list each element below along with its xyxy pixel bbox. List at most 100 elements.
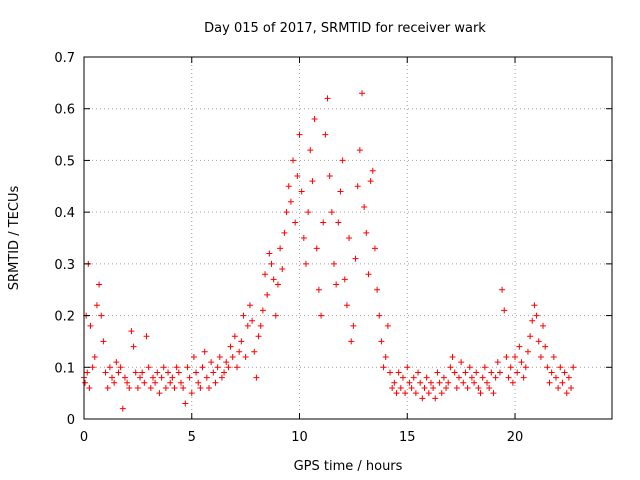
data-point: [356, 147, 363, 154]
data-point: [423, 374, 430, 381]
data-point: [274, 281, 281, 288]
data-point: [380, 364, 387, 371]
data-point: [208, 359, 215, 366]
data-point: [119, 405, 126, 412]
data-point: [436, 379, 443, 386]
data-point: [520, 374, 527, 381]
data-point: [397, 384, 404, 391]
data-point: [516, 343, 523, 350]
data-point: [531, 302, 538, 309]
data-point: [369, 167, 376, 174]
data-point: [544, 364, 551, 371]
data-point: [462, 369, 469, 376]
data-point: [84, 369, 91, 376]
plot-frame: [83, 56, 613, 420]
data-point: [507, 364, 514, 371]
data-point: [246, 302, 253, 309]
data-point: [193, 369, 200, 376]
data-point: [149, 374, 156, 381]
data-point: [330, 260, 337, 267]
data-point: [156, 390, 163, 397]
data-point: [395, 369, 402, 376]
data-point: [171, 384, 178, 391]
data-point: [361, 203, 368, 210]
data-point: [240, 312, 247, 319]
data-point: [376, 312, 383, 319]
data-point: [281, 229, 288, 236]
data-point: [455, 374, 462, 381]
data-point: [432, 395, 439, 402]
data-point: [404, 364, 411, 371]
data-point: [229, 353, 236, 360]
data-point: [378, 338, 385, 345]
data-point: [503, 353, 510, 360]
data-point: [434, 369, 441, 376]
data-point: [134, 384, 141, 391]
data-point: [365, 271, 372, 278]
data-point: [555, 384, 562, 391]
data-point: [279, 266, 286, 273]
data-point: [93, 302, 100, 309]
data-point: [350, 322, 357, 329]
data-point: [195, 379, 202, 386]
data-point: [152, 379, 159, 386]
data-point: [311, 116, 318, 123]
data-point: [109, 374, 116, 381]
data-point: [352, 255, 359, 262]
data-point: [128, 328, 135, 335]
data-point: [214, 364, 221, 371]
data-point: [333, 281, 340, 288]
data-point: [115, 369, 122, 376]
chart-title: Day 015 of 2017, SRMTID for receiver war…: [204, 21, 486, 36]
data-point: [182, 400, 189, 407]
data-point: [264, 291, 271, 298]
data-point: [300, 235, 307, 241]
data-point: [374, 286, 381, 293]
data-point: [496, 369, 503, 376]
data-point: [223, 359, 230, 366]
data-point: [154, 369, 161, 376]
data-point: [201, 348, 208, 355]
data-point: [468, 374, 475, 381]
data-point: [121, 374, 128, 381]
data-point: [412, 390, 419, 397]
data-point: [535, 338, 542, 345]
y-axis-label: SRMTID / TECUs: [7, 186, 22, 291]
data-point: [227, 343, 234, 350]
data-point: [113, 359, 120, 366]
data-point: [406, 379, 413, 386]
data-point: [285, 183, 292, 190]
data-point: [542, 343, 549, 350]
data-point: [391, 379, 398, 386]
data-point: [221, 369, 228, 376]
data-point: [89, 364, 96, 371]
data-point: [337, 188, 344, 195]
data-point: [218, 374, 225, 381]
axis-ticks: 0 5 10 15 20 0 0.1 0.2 0.3 0.4 0.5 0.6 0.7: [54, 51, 612, 445]
data-point: [132, 369, 139, 376]
data-point: [559, 379, 566, 386]
data-point: [475, 384, 482, 391]
data-point: [143, 333, 150, 340]
data-point: [236, 348, 243, 355]
data-point: [298, 188, 305, 195]
data-points: [81, 90, 577, 412]
data-point: [86, 384, 93, 391]
data-point: [363, 229, 370, 236]
data-point: [421, 384, 428, 391]
data-point: [529, 317, 536, 324]
data-point: [98, 312, 105, 319]
data-point: [212, 379, 219, 386]
data-point: [464, 384, 471, 391]
data-point: [167, 379, 174, 386]
data-point: [305, 209, 312, 216]
data-point: [533, 312, 540, 319]
data-point: [242, 353, 249, 360]
data-point: [425, 390, 432, 397]
data-point: [106, 364, 113, 371]
data-point: [111, 379, 118, 386]
data-point: [322, 131, 329, 138]
data-point: [324, 95, 331, 102]
data-point: [341, 276, 348, 283]
data-point: [451, 369, 458, 376]
